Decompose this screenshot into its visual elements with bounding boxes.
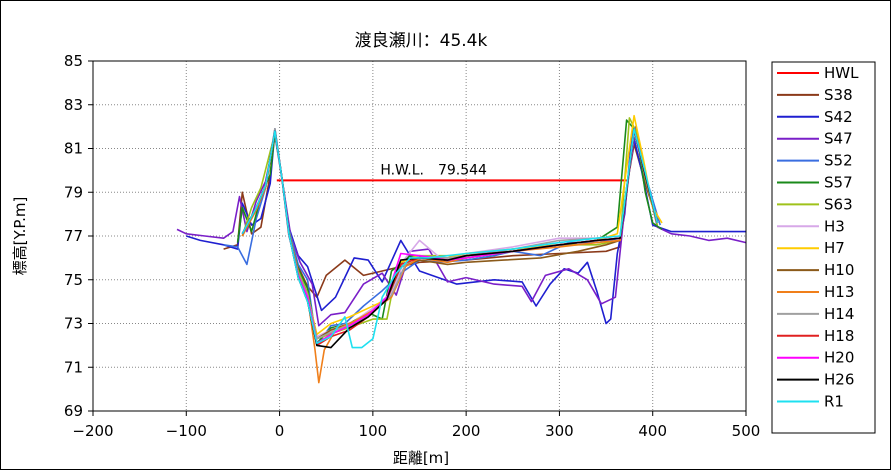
- y-tick-label: 81: [64, 140, 83, 158]
- legend-label-h20: H20: [824, 349, 854, 367]
- series-line-s63: [241, 117, 659, 340]
- x-tick-label: 400: [638, 422, 667, 440]
- legend-label-s57: S57: [824, 174, 853, 192]
- x-tick-label: 100: [359, 422, 388, 440]
- y-tick-label: 83: [64, 96, 83, 114]
- x-tick-label: 0: [275, 422, 285, 440]
- y-axis-label: 標高[Y.P.m]: [11, 197, 29, 276]
- grid-lines: [93, 61, 746, 411]
- y-tick-label: 85: [64, 52, 83, 70]
- x-tick-label: 500: [732, 422, 761, 440]
- x-tick-label: −100: [166, 422, 207, 440]
- axis-ticks: −200 −100 0 100 200 300 400 500 69 71 73 75 77 79 81 83…: [64, 52, 760, 440]
- legend-label-h10: H10: [824, 261, 854, 279]
- legend-label-s38: S38: [824, 86, 853, 104]
- y-tick-label: 71: [64, 358, 83, 376]
- series-line-h20: [241, 128, 659, 345]
- series-line-r1: [241, 128, 659, 349]
- legend-label-s47: S47: [824, 130, 853, 148]
- y-tick-label: 73: [64, 315, 83, 333]
- legend-label-r1: R1: [824, 393, 844, 411]
- legend-label-h18: H18: [824, 327, 854, 345]
- series-line-h10: [241, 128, 659, 340]
- legend-label-h14: H14: [824, 305, 854, 323]
- legend-label-h3: H3: [824, 217, 845, 235]
- series-line-h14: [241, 128, 659, 340]
- x-tick-label: 300: [545, 422, 574, 440]
- y-tick-label: 69: [64, 402, 83, 420]
- series-line-s57: [236, 119, 663, 345]
- legend-label-s63: S63: [824, 195, 853, 213]
- chart-title: 渡良瀬川：45.4k: [355, 31, 488, 51]
- series-line-h18: [241, 128, 659, 347]
- x-tick-label: −200: [72, 422, 113, 440]
- x-axis-label: 距離[m]: [393, 449, 449, 467]
- hwl-annotation: H.W.L. 79.544: [380, 162, 487, 178]
- y-tick-label: 79: [64, 183, 83, 201]
- legend-label-s42: S42: [824, 108, 853, 126]
- legend-label-h7: H7: [824, 239, 845, 257]
- plot-series: [176, 114, 747, 384]
- series-line-s47: [176, 125, 747, 327]
- plot-area-border: [92, 60, 747, 412]
- legend-items: HWL S38 S42 S47 S52 S57 S63 H3 H7 H10 H13 H14 H18 H20…: [777, 64, 859, 411]
- series-line-s38: [223, 128, 659, 299]
- x-tick-label: 200: [452, 422, 481, 440]
- legend-label-h13: H13: [824, 283, 854, 301]
- legend: HWL S38 S42 S47 S52 S57 S63 H3 H7 H10 H13 H14 H18 H20…: [771, 61, 876, 434]
- y-tick-label: 77: [64, 227, 83, 245]
- y-tick-label: 75: [64, 271, 83, 289]
- legend-label-s52: S52: [824, 152, 853, 170]
- legend-label-hwl: HWL: [824, 64, 859, 82]
- legend-label-h26: H26: [824, 371, 854, 389]
